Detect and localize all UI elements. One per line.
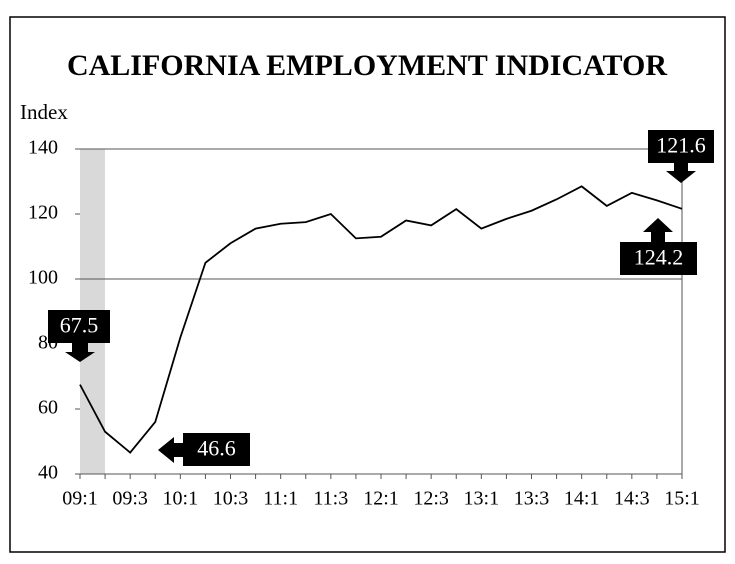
y-tick-label: 60	[38, 397, 58, 419]
x-tick-label: 10:1	[163, 488, 199, 510]
x-tick-label: 14:3	[614, 488, 650, 510]
x-tick-label: 13:1	[464, 488, 500, 510]
data-label: 46.6	[197, 436, 236, 461]
y-tick-label: 140	[28, 137, 58, 159]
y-axis-label: Index	[20, 100, 68, 124]
chart-title: CALIFORNIA EMPLOYMENT INDICATOR	[67, 49, 667, 82]
x-tick-label: 11:1	[263, 488, 298, 510]
line-series	[79, 185, 683, 454]
callout-box	[48, 310, 110, 343]
y-tick-label: 120	[28, 202, 58, 224]
callout-arrow	[643, 218, 673, 242]
x-tick-label: 12:1	[363, 488, 399, 510]
x-tick-label: 12:3	[413, 488, 449, 510]
x-tick-label: 09:1	[62, 488, 98, 510]
callout-box	[620, 242, 697, 275]
frame	[9, 16, 726, 553]
x-tick-label: 13:3	[514, 488, 550, 510]
callout-box	[183, 433, 250, 466]
x-tick-label: 11:3	[313, 488, 348, 510]
data-label: 67.5	[60, 313, 99, 338]
y-tick-label: 40	[38, 462, 58, 484]
x-tick-label: 14:1	[564, 488, 600, 510]
x-tick-label: 10:3	[213, 488, 249, 510]
callout-arrow	[666, 163, 696, 183]
callout-box	[648, 130, 714, 163]
callout-arrow	[65, 343, 95, 362]
callout-arrow	[158, 437, 183, 463]
x-tick-label: 09:3	[112, 488, 148, 510]
data-label: 124.2	[634, 245, 684, 270]
data-label: 121.6	[656, 133, 706, 158]
y-tick-label: 100	[28, 267, 58, 289]
x-tick-label: 15:1	[664, 488, 700, 510]
